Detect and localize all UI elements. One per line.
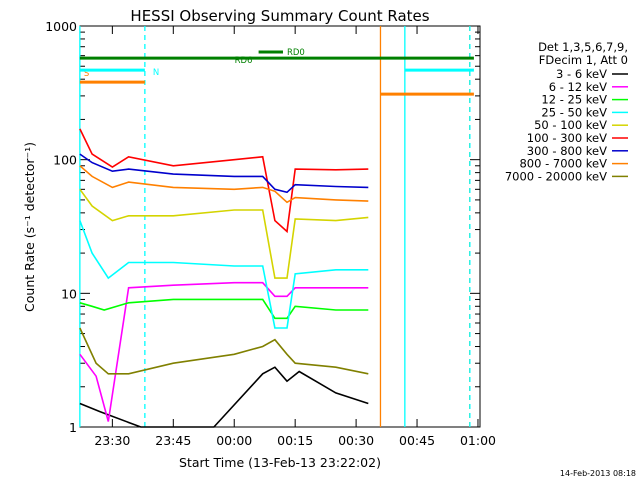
series-line-6 (79, 153, 369, 194)
legend-label-6: 300 - 800 keV (527, 144, 607, 158)
flag-label-1: N (153, 68, 159, 78)
legend-label-4: 50 - 100 keV (534, 118, 607, 132)
series-line-0 (79, 366, 369, 428)
legend-header-line-1: Det 1,3,5,6,7,9, (538, 40, 628, 54)
plot-frame (79, 25, 481, 428)
flag-label-0: S (84, 69, 89, 79)
y-tick-label-2: 100 (53, 153, 77, 168)
flag-label-5: RD6 (235, 56, 253, 66)
series-line-7 (79, 165, 369, 204)
x-tick-label-1: 23:45 (155, 433, 191, 448)
y-tick-label-1: 10 (61, 286, 77, 301)
chart-title: HESSI Observing Summary Count Rates (130, 7, 429, 25)
series-line-8 (79, 327, 369, 375)
legend-label-2: 12 - 25 keV (541, 93, 607, 107)
legend-label-3: 25 - 50 keV (541, 105, 607, 119)
legend-label-1: 6 - 12 keV (549, 80, 607, 94)
timestamp: 14-Feb-2013 08:18 (560, 469, 636, 478)
x-tick-label-6: 01:00 (460, 433, 496, 448)
y-tick-label-0: 1 (69, 420, 77, 435)
plot-area: 23:30 23:45 00:00 00:15 00:30 00:45 01:00 1 10 10… (45, 19, 496, 448)
series-line-4 (79, 188, 369, 279)
series-line-2 (79, 298, 369, 320)
x-tick-label-4: 00:30 (338, 433, 374, 448)
legend-label-5: 100 - 300 keV (527, 131, 607, 145)
series-line-1 (79, 281, 369, 422)
x-tick-label-2: 00:00 (216, 433, 252, 448)
series-line-5 (79, 128, 369, 234)
y-axis-title: Count Rate (s⁻¹ detector⁻¹) (22, 142, 37, 312)
flag-label-4: RD0 (287, 48, 305, 58)
x-axis-title: Start Time (13-Feb-13 23:22:02) (179, 455, 381, 470)
x-tick-label-5: 00:45 (399, 433, 435, 448)
legend-label-0: 3 - 6 keV (556, 67, 607, 81)
legend-header-line-2: FDecim 1, Att 0 (539, 53, 628, 67)
x-tick-label-3: 00:15 (277, 433, 313, 448)
series-line-3 (79, 220, 369, 329)
y-tick-label-3: 1000 (45, 19, 77, 34)
x-tick-label-0: 23:30 (94, 433, 130, 448)
legend-label-7: 800 - 7000 keV (519, 157, 607, 171)
legend-label-8: 7000 - 20000 keV (505, 169, 607, 183)
